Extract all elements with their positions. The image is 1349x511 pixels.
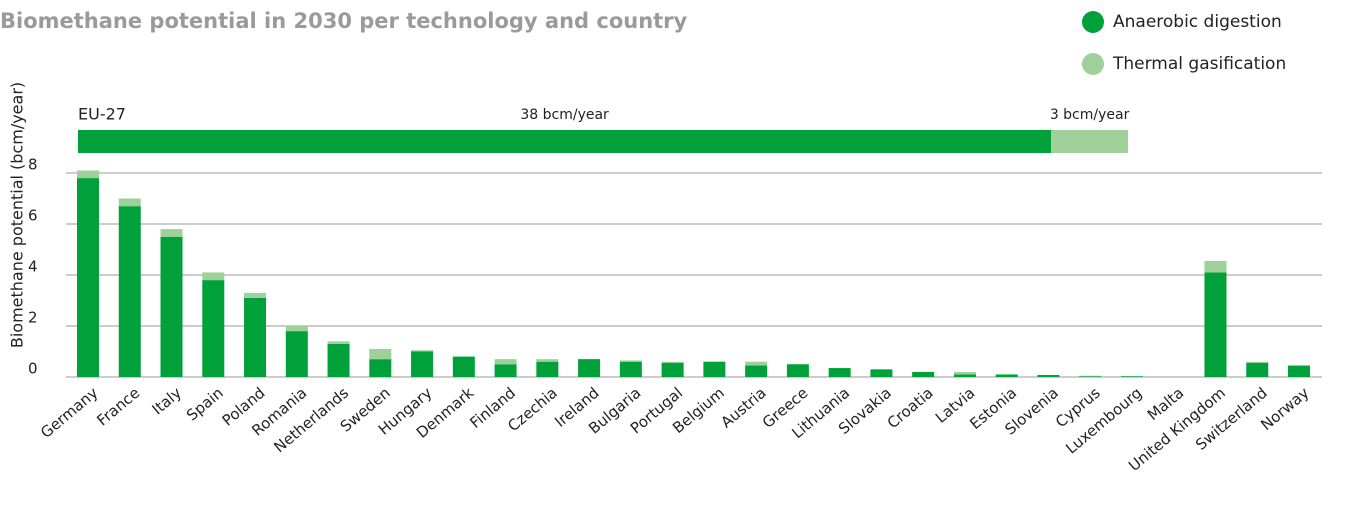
bar bbox=[285, 331, 308, 377]
bar bbox=[953, 371, 976, 375]
x-tick-label: Croatia bbox=[884, 384, 937, 432]
bar bbox=[703, 361, 726, 377]
y-tick-label: 2 bbox=[28, 309, 38, 327]
legend-swatch bbox=[1082, 11, 1104, 33]
chart-title: Biomethane potential in 2030 per technol… bbox=[0, 9, 688, 33]
bar bbox=[1037, 374, 1060, 377]
bar bbox=[369, 348, 392, 360]
bar bbox=[619, 360, 642, 362]
bar bbox=[912, 371, 935, 377]
bar bbox=[1079, 375, 1102, 377]
bar bbox=[327, 343, 350, 377]
y-tick-label: 8 bbox=[28, 156, 38, 174]
bar bbox=[828, 368, 851, 377]
x-tick-label: Germany bbox=[37, 384, 101, 442]
bar bbox=[452, 356, 475, 377]
eu-bar bbox=[1051, 130, 1128, 153]
bar bbox=[411, 351, 434, 377]
bar bbox=[202, 272, 225, 281]
eu-label: EU-27 bbox=[78, 105, 126, 124]
bar bbox=[327, 341, 350, 344]
bar bbox=[77, 178, 99, 377]
bar bbox=[578, 359, 601, 377]
y-tick-label: 6 bbox=[28, 207, 38, 225]
bar bbox=[619, 361, 642, 377]
x-tick-label: Italy bbox=[148, 384, 185, 419]
bar bbox=[786, 364, 809, 377]
bar bbox=[1246, 362, 1269, 377]
bar bbox=[953, 374, 976, 377]
bar bbox=[494, 364, 517, 377]
bar bbox=[870, 369, 893, 377]
x-tick-label: France bbox=[93, 384, 143, 430]
y-tick-label: 4 bbox=[28, 258, 38, 276]
bar bbox=[536, 359, 559, 362]
bar bbox=[1204, 260, 1227, 273]
bar bbox=[536, 361, 559, 377]
bar bbox=[1120, 376, 1143, 377]
bar bbox=[411, 350, 434, 352]
bar bbox=[1204, 272, 1227, 377]
y-axis-label: Biomethane potential (bcm/year) bbox=[8, 82, 27, 348]
bar bbox=[661, 361, 684, 363]
bar bbox=[995, 374, 1018, 377]
bar bbox=[745, 361, 768, 366]
eu-value-label: 3 bcm/year bbox=[1050, 107, 1130, 123]
bar bbox=[494, 359, 517, 365]
x-tick-label: Norway bbox=[1257, 384, 1312, 434]
legend-label: Anaerobic digestion bbox=[1113, 12, 1282, 32]
bar bbox=[1288, 365, 1310, 377]
bar bbox=[244, 292, 267, 298]
x-tick-label: Austria bbox=[717, 384, 769, 432]
bar bbox=[160, 236, 183, 377]
bar bbox=[1246, 361, 1269, 363]
bar bbox=[661, 362, 684, 377]
bar bbox=[1079, 376, 1102, 377]
bar bbox=[77, 170, 99, 179]
bar bbox=[118, 206, 141, 377]
legend-label: Thermal gasification bbox=[1112, 54, 1286, 74]
bar bbox=[285, 326, 308, 332]
eu-bar bbox=[78, 130, 1052, 153]
bar bbox=[118, 198, 141, 207]
legend-swatch bbox=[1082, 53, 1104, 75]
bar bbox=[369, 359, 392, 377]
eu-value-label: 38 bcm/year bbox=[520, 107, 609, 123]
bar bbox=[244, 297, 267, 377]
bar bbox=[745, 365, 768, 377]
y-tick-label: 0 bbox=[28, 360, 38, 378]
bar bbox=[202, 280, 225, 377]
bar bbox=[160, 229, 183, 237]
